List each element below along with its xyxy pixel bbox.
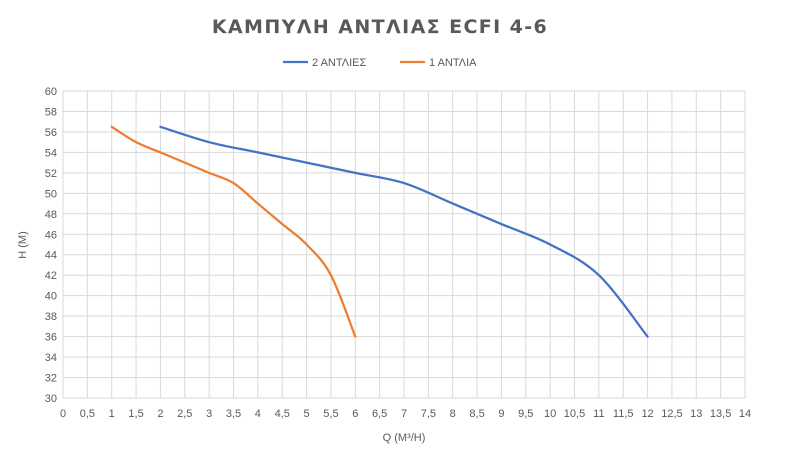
x-axis-label: Q (M³/H)	[383, 432, 426, 444]
y-axis-label: H (M)	[17, 231, 29, 259]
x-tick-label: 4,5	[275, 408, 290, 420]
y-tick-label: 38	[45, 311, 57, 323]
x-tick-label: 11	[593, 408, 604, 420]
x-tick-label: 7,5	[421, 408, 436, 420]
x-tick-label: 13,5	[710, 408, 731, 420]
x-tick-label: 13	[690, 408, 702, 420]
x-tick-label: 3,5	[226, 408, 241, 420]
x-tick-label: 6	[352, 408, 358, 420]
x-tick-label: 11,5	[613, 408, 634, 420]
x-tick-label: 1	[109, 408, 115, 420]
y-tick-label: 46	[45, 229, 57, 241]
y-tick-label: 58	[45, 106, 57, 118]
legend-label-2-antlies: 2 ΑΝΤΛΙΕΣ	[312, 57, 366, 69]
x-tick-label: 10,5	[564, 408, 585, 420]
series-layer	[110, 125, 649, 338]
plot-area	[62, 90, 746, 399]
y-axis-ticks: 30 32 34 36 38 40 42 44 46 48 50 52 54 56 58 60	[45, 86, 57, 405]
x-tick-label: 2,5	[177, 408, 192, 420]
x-tick-label: 0,5	[80, 408, 95, 420]
series-line-2-antlies	[159, 125, 649, 338]
x-tick-label: 3	[206, 408, 212, 420]
x-tick-label: 7	[401, 408, 407, 420]
y-tick-label: 52	[45, 168, 57, 180]
y-tick-label: 44	[45, 250, 57, 262]
y-tick-label: 42	[45, 270, 57, 282]
x-tick-label: 5	[304, 408, 310, 420]
x-axis-ticks: 0 0,5 1 1,5 2 2,5 3 3,5 4 4,5 5 5,5 6 6,5 7 7,5 8 8,5 9 9,5…	[60, 408, 751, 420]
y-tick-label: 32	[45, 373, 57, 385]
chart-title: ΚΑΜΠΥΛΗ ΑΝΤΛΙΑΣ ECFI 4-6	[212, 16, 548, 38]
x-tick-label: 12	[641, 408, 653, 420]
y-tick-label: 48	[45, 209, 57, 221]
x-tick-label: 6,5	[372, 408, 387, 420]
x-tick-label: 8	[450, 408, 456, 420]
y-tick-label: 40	[45, 291, 57, 303]
y-tick-label: 30	[45, 393, 57, 405]
y-tick-label: 50	[45, 188, 57, 200]
x-tick-label: 9,5	[518, 408, 533, 420]
legend-label-1-antlia: 1 ΑΝΤΛΙΑ	[429, 57, 477, 69]
y-tick-label: 56	[45, 127, 57, 139]
x-tick-label: 8,5	[469, 408, 484, 420]
x-tick-label: 2	[157, 408, 163, 420]
x-tick-label: 12,5	[661, 408, 682, 420]
x-tick-label: 10	[544, 408, 556, 420]
x-tick-label: 4	[255, 408, 261, 420]
x-tick-label: 0	[60, 408, 66, 420]
y-tick-label: 54	[45, 147, 57, 159]
legend: 2 ΑΝΤΛΙΕΣ 1 ΑΝΤΛΙΑ	[283, 57, 477, 69]
y-tick-label: 34	[45, 352, 57, 364]
gridlines	[62, 90, 746, 399]
y-tick-label: 36	[45, 332, 57, 344]
y-tick-label: 60	[45, 86, 57, 98]
x-tick-label: 9	[498, 408, 504, 420]
x-tick-label: 5,5	[323, 408, 338, 420]
series-line-1-antlia	[110, 125, 357, 338]
x-tick-label: 1,5	[128, 408, 143, 420]
x-tick-label: 14	[739, 408, 751, 420]
